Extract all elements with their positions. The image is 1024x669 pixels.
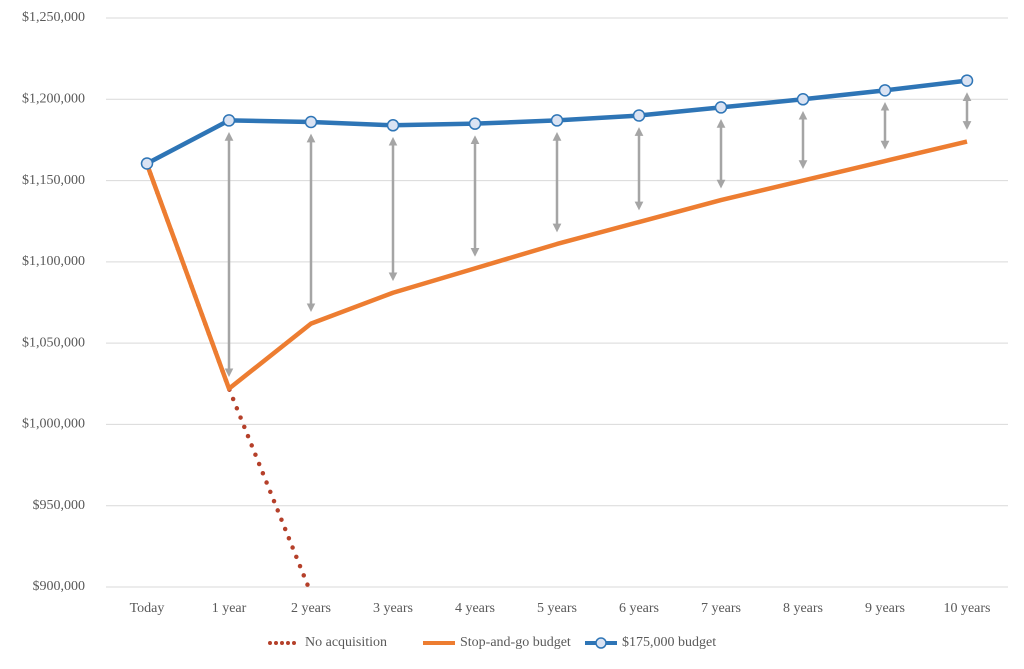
point-marker <box>386 119 400 132</box>
y-tick-label: $900,000 <box>33 579 86 594</box>
point-marker <box>140 157 154 170</box>
x-tick-label: 2 years <box>291 601 331 616</box>
x-tick-label: 10 years <box>943 601 990 616</box>
x-tick-label: 3 years <box>373 601 413 616</box>
y-tick-label: $1,150,000 <box>22 173 85 188</box>
plot-area <box>140 74 974 587</box>
y-tick-label: $1,050,000 <box>22 335 85 350</box>
point-marker <box>468 117 482 130</box>
x-tick-label: 8 years <box>783 601 823 616</box>
y-tick-label: $1,000,000 <box>22 417 85 432</box>
x-tick-label: 5 years <box>537 601 577 616</box>
legend-label: Stop-and-go budget <box>460 635 571 650</box>
y-tick-label: $950,000 <box>33 498 86 513</box>
point-marker <box>714 101 728 114</box>
legend-label: No acquisition <box>305 635 387 650</box>
point-marker <box>960 74 974 87</box>
x-tick-label: 6 years <box>619 601 659 616</box>
point-marker <box>222 114 236 127</box>
point-marker <box>550 114 564 127</box>
point-marker <box>878 84 892 97</box>
x-tick-label: Today <box>130 601 165 616</box>
x-tick-label: 7 years <box>701 601 741 616</box>
point-marker <box>632 109 646 122</box>
point-marker <box>796 93 810 106</box>
x-tick-label: 9 years <box>865 601 905 616</box>
y-tick-label: $1,100,000 <box>22 254 85 269</box>
legend-label: $175,000 budget <box>622 635 716 650</box>
y-tick-label: $1,250,000 <box>22 10 85 25</box>
point-marker <box>304 115 318 129</box>
x-tick-label: 4 years <box>455 601 495 616</box>
x-tick-label: 1 year <box>212 601 247 616</box>
y-tick-label: $1,200,000 <box>22 92 85 107</box>
legend-marker <box>595 637 607 649</box>
series-line <box>144 139 968 391</box>
